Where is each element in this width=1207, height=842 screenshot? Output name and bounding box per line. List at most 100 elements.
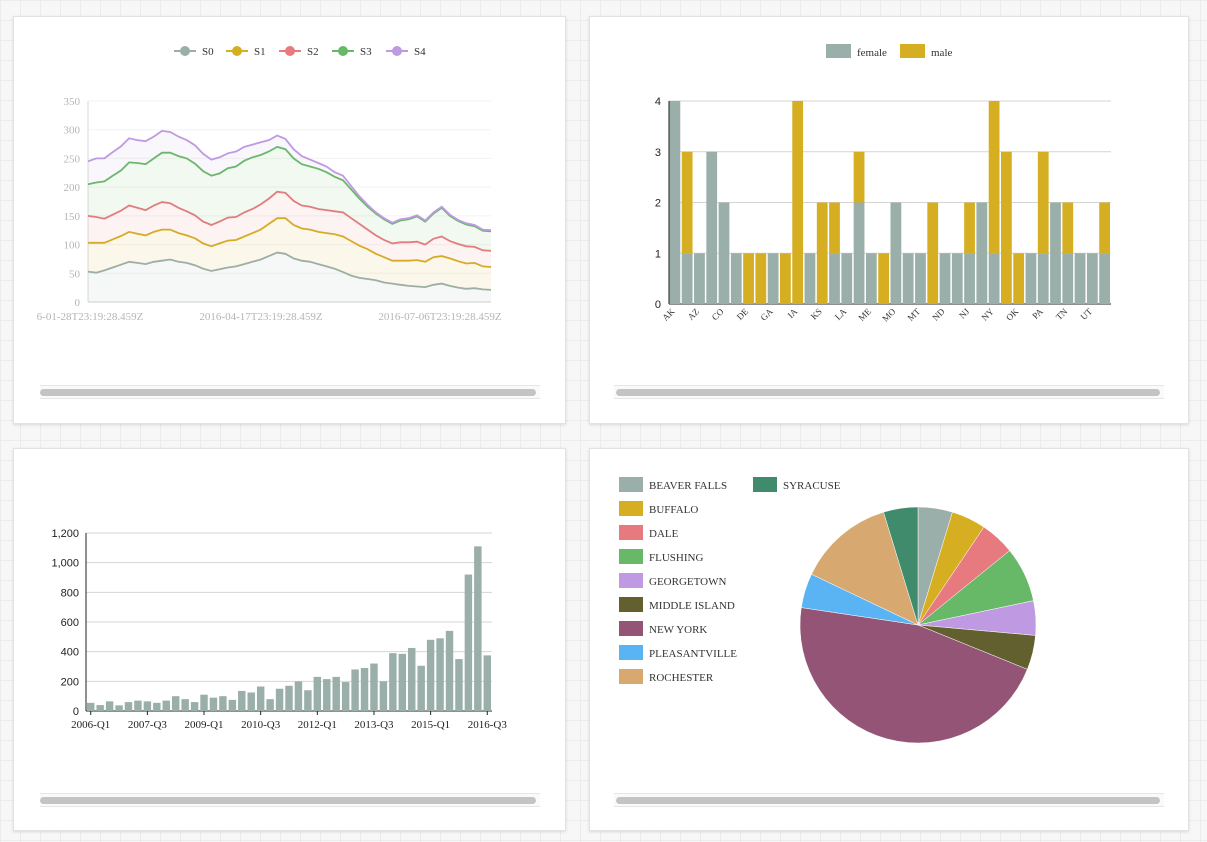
- x-tick-label: AZ: [686, 306, 702, 322]
- series-line-S3: [87, 145, 492, 233]
- y-tick-label: 200: [64, 182, 81, 194]
- legend-item: PLEASANTVILLE: [619, 645, 737, 660]
- bar-male: [1001, 151, 1012, 304]
- x-tick-label: 2016-07-06T23:19:28.459Z: [378, 311, 501, 323]
- bar-female: [902, 253, 914, 304]
- bar-male: [853, 151, 865, 203]
- bar-female: [951, 253, 963, 304]
- series-line-S2: [87, 190, 492, 252]
- series-line-S4: [87, 129, 492, 232]
- legend-label: S2: [307, 46, 319, 58]
- bar: [426, 639, 435, 711]
- bar: [370, 663, 378, 711]
- legend-item-female: female: [826, 44, 887, 59]
- state-chart-scroll-thumb[interactable]: [616, 389, 1160, 396]
- x-tick-label: IA: [786, 306, 800, 320]
- bar-female: [1037, 253, 1049, 304]
- legend-label: S1: [254, 46, 266, 58]
- quarterly-chart-scroll-thumb[interactable]: [40, 797, 536, 804]
- area-chart-panel: 0 50 100 150 200 250 300 350 6-01-28T23:19:28.45…: [13, 16, 566, 424]
- bar: [474, 546, 482, 711]
- bar-male: [1099, 202, 1110, 254]
- bar-female: [694, 253, 705, 304]
- bar: [219, 696, 227, 711]
- x-tick-label: 2009-Q1: [184, 719, 223, 731]
- y-tick-label: 350: [64, 96, 81, 108]
- bar: [238, 690, 246, 711]
- bar-male: [1037, 151, 1049, 254]
- y-tick-label: 0: [75, 297, 81, 309]
- bar-female: [829, 253, 840, 304]
- pie-chart-scroll-thumb[interactable]: [616, 797, 1160, 804]
- legend-label: FLUSHING: [649, 552, 703, 564]
- bar-female: [1099, 253, 1110, 304]
- x-tick-label: 2006-Q1: [71, 719, 110, 731]
- bar-female: [865, 253, 877, 304]
- state-chart-scrollbar[interactable]: [614, 385, 1164, 399]
- x-tick-label: 2007-Q3: [128, 719, 168, 731]
- area-chart-scrollbar[interactable]: [40, 385, 540, 399]
- x-tick-label: CO: [710, 306, 726, 322]
- x-tick-label: MO: [880, 306, 898, 324]
- bar-male: [988, 101, 1000, 254]
- x-tick-label: LA: [833, 306, 849, 322]
- legend-label: BUFFALO: [649, 504, 698, 516]
- bar-female: [681, 253, 693, 304]
- bar-female: [767, 253, 779, 304]
- pie-chart-scrollbar[interactable]: [614, 793, 1164, 807]
- quarterly-bar-chart: 0 200 400 600 800 1,000 1,200 2006-Q1 2007-Q3 200…: [51, 528, 508, 731]
- x-tick-label: KS: [809, 306, 824, 321]
- legend-item-S4: S4: [386, 46, 426, 58]
- bar-male: [927, 202, 939, 304]
- x-tick-label: 6-01-28T23:19:28.459Z: [37, 311, 144, 323]
- legend-swatch: [619, 597, 643, 612]
- legend-label: S4: [414, 46, 426, 58]
- bar: [341, 682, 350, 711]
- y-tick-label: 3: [655, 147, 661, 159]
- bar: [105, 701, 114, 711]
- bar: [162, 700, 170, 711]
- legend-item: BEAVER FALLS: [619, 477, 727, 492]
- legend-label: PLEASANTVILLE: [649, 648, 737, 660]
- y-tick-label: 0: [73, 706, 79, 718]
- x-tick-label: MT: [905, 306, 922, 323]
- y-tick-label: 100: [64, 240, 81, 252]
- area-chart-scroll-thumb[interactable]: [40, 389, 536, 396]
- pie-slice: [811, 511, 919, 626]
- bar-female: [976, 202, 988, 304]
- bar-male: [964, 202, 975, 254]
- quarterly-bar-chart-panel: 0 200 400 600 800 1,000 1,200 2006-Q1 2007-Q3 200…: [13, 448, 566, 831]
- legend-item: GEORGETOWN: [619, 573, 726, 588]
- bar: [96, 705, 104, 711]
- bar-female: [853, 202, 865, 304]
- x-tick-label: ME: [856, 306, 873, 323]
- bar: [228, 699, 237, 711]
- stacked-area-chart: 0 50 100 150 200 250 300 350 6-01-28T23:19:28.45…: [37, 46, 502, 323]
- bar-female: [804, 253, 816, 304]
- bar-male: [1062, 202, 1074, 254]
- legend-swatch: [619, 501, 643, 516]
- series-area-S3: [88, 146, 491, 251]
- quarterly-chart-scrollbar[interactable]: [40, 793, 540, 807]
- bar: [417, 665, 425, 711]
- legend-label: MIDDLE ISLAND: [649, 600, 735, 612]
- bar-male: [1013, 253, 1025, 304]
- x-tick-label: 2016-Q3: [468, 719, 508, 731]
- y-tick-label: 400: [61, 647, 79, 659]
- bar: [153, 702, 161, 711]
- bar: [200, 694, 208, 711]
- y-tick-label: 250: [64, 153, 81, 165]
- bar-male: [816, 202, 828, 304]
- legend-marker: [180, 46, 190, 56]
- pie-chart-panel: BEAVER FALLS BUFFALO DALE FLUSHING GEORGETOW…: [589, 448, 1189, 831]
- bar-female: [730, 253, 742, 304]
- bar: [294, 681, 303, 711]
- x-tick-label: OK: [1004, 306, 1021, 323]
- legend-label: S0: [202, 46, 214, 58]
- x-tick-label: PA: [1030, 306, 1045, 321]
- x-tick-label: NJ: [957, 306, 971, 320]
- pie-chart: BEAVER FALLS BUFFALO DALE FLUSHING GEORGETOW…: [619, 477, 1037, 744]
- legend-label: NEW YORK: [649, 624, 707, 636]
- y-tick-label: 4: [655, 96, 661, 108]
- series-line-S0: [87, 251, 492, 291]
